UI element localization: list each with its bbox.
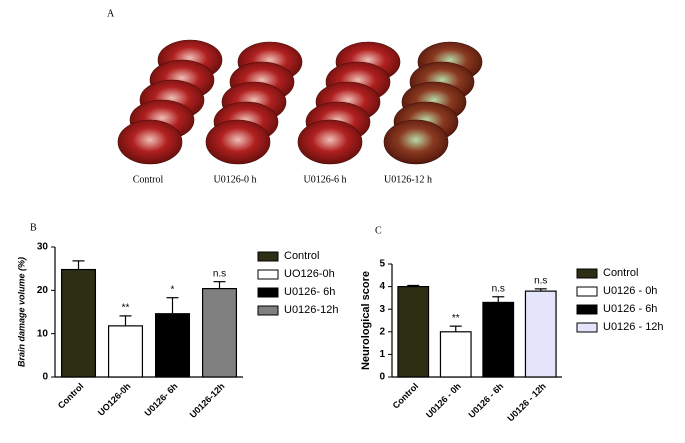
y-tick-label: 0 [42,372,48,383]
legend-swatch [576,322,598,333]
significance: * [171,284,175,295]
significance: ** [122,303,130,314]
caption: U0126-12 h [384,174,432,185]
legend-swatch [257,305,279,316]
bar [60,268,97,378]
legend-swatch [576,304,598,315]
legend-swatch [257,269,279,280]
legend-swatch [257,287,279,298]
y-tick-label: 3 [379,304,385,315]
legend-label: Control [284,250,319,262]
caption: U0126-6 h [303,174,346,185]
legend-label: U0126 - 0h [603,285,657,297]
x-tick-label: UO126-0h [96,381,133,418]
significance: n.s [213,268,226,279]
legend-label: U0126- 6h [284,286,335,298]
x-tick-label: U0126 - 6h [466,381,505,420]
y-tick-label: 0 [379,372,385,383]
panel-label: A [107,8,115,19]
y-axis-label: Brain damage volume (%) [16,257,26,367]
x-tick-label: U0126- 6h [142,381,179,418]
legend-label: U0126 - 6h [603,303,657,315]
y-tick-label: 20 [37,285,49,296]
bar [482,301,515,378]
y-tick-label: 30 [37,242,49,253]
brain-slices [117,39,483,165]
x-tick-label: Control [56,381,86,411]
legend-label: Control [603,267,638,279]
significance: ** [452,313,460,324]
x-tick-label: U0126 - 12h [505,381,547,423]
bar [154,313,191,378]
legend-label: U0126-12h [284,304,338,316]
caption: U0126-0 h [213,174,256,185]
bar [439,331,472,378]
significance: n.s [492,283,505,294]
legend-swatch [257,251,279,262]
legend-label: U0126 - 12h [603,321,664,333]
y-tick-label: 10 [37,328,49,339]
panel-label: C [375,225,382,236]
bar [524,290,557,378]
y-tick-label: 5 [379,259,385,270]
x-tick-label: U0126-12h [188,381,227,420]
bar [201,288,238,378]
legend-swatch [576,268,598,279]
caption: Control [133,174,164,185]
y-tick-label: 4 [379,281,385,292]
significance: n.s [534,276,547,287]
bar [107,325,144,378]
bar [397,286,430,378]
y-tick-label: 2 [379,326,385,337]
x-tick-label: Control [391,381,421,411]
x-tick-label: U0126 - 0h [424,381,463,420]
y-tick-label: 1 [379,349,385,360]
y-axis-label: Neurological score [360,271,372,370]
legend-swatch [576,286,598,297]
panel-label: B [30,222,37,233]
legend-label: UO126-0h [284,268,335,280]
